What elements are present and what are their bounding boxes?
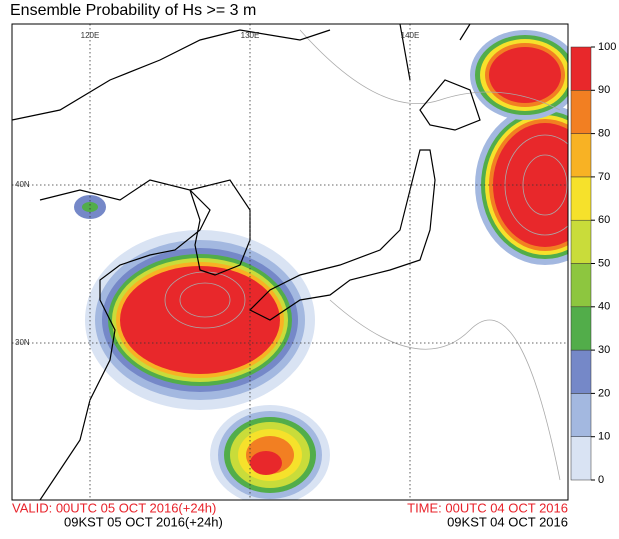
map-frame (11, 23, 569, 501)
lon-label: 140E (401, 31, 420, 40)
coastline (12, 24, 481, 500)
colorbar-label: 80 (598, 128, 610, 140)
colorbar-label: 20 (598, 387, 610, 399)
valid-time: VALID: 00UTC 05 OCT 2016(+24h) (12, 500, 216, 515)
colorbar-label: 0 (598, 474, 604, 486)
colorbar-label: 90 (598, 84, 610, 96)
lat-label: 30N (15, 338, 30, 347)
valid-kst: 09KST 05 OCT 2016(+24h) (64, 514, 223, 529)
colorbar-segment (570, 436, 592, 481)
colorbar-label: 60 (598, 214, 610, 226)
colorbar-segment (570, 306, 592, 351)
title: Ensemble Probability of Hs >= 3 m (10, 2, 256, 19)
lon-label: 130E (241, 31, 260, 40)
colorbar: 0 10 20 30 40 50 60 70 80 90 100 (570, 41, 616, 486)
colorbar-segment (570, 393, 592, 437)
graticule (12, 24, 568, 500)
lon-label: 120E (81, 31, 100, 40)
colorbar-segment (570, 133, 592, 178)
colorbar-segment (570, 219, 592, 264)
colorbar-segment (570, 46, 592, 91)
probability-field (74, 30, 568, 500)
colorbar-segment (570, 349, 592, 394)
init-time: TIME: 00UTC 04 OCT 2016 (407, 500, 568, 515)
colorbar-label: 10 (598, 431, 610, 443)
colorbar-segment (570, 90, 592, 134)
map (12, 24, 568, 500)
colorbar-segment (570, 176, 592, 221)
lat-label: 40N (15, 180, 30, 189)
init-kst: 09KST 04 OCT 2016 (447, 514, 568, 529)
colorbar-segment (570, 263, 592, 308)
colorbar-label: 40 (598, 301, 610, 313)
colorbar-label: 100 (598, 41, 616, 53)
colorbar-label: 50 (598, 257, 610, 269)
colorbar-label: 70 (598, 171, 610, 183)
colorbar-label: 30 (598, 344, 610, 356)
